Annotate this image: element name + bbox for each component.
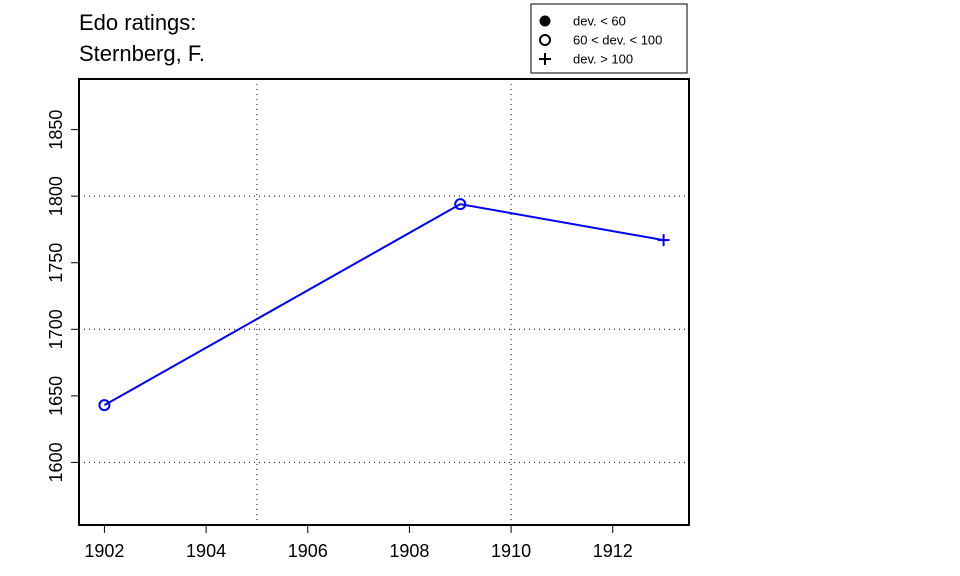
legend-label-0: dev. < 60 [573,14,626,29]
x-tick-label-1902: 1902 [84,541,124,561]
plot-frame [78,78,690,526]
data-point-0-1 [454,198,467,211]
legend-label-2: dev. > 100 [573,52,633,67]
x-axis: 1902 1904 1906 1908 1910 1912 [84,525,633,561]
legend-label-1: 60 < dev. < 100 [573,33,662,48]
series-line-0 [103,203,664,407]
data-point-0-2 [657,234,670,247]
data-point-0-0 [98,399,111,412]
legend-box [530,3,688,74]
title-line-2: Sternberg, F. [79,41,205,66]
x-tick-label-1908: 1908 [389,541,429,561]
y-tick-label-1600: 1600 [46,442,66,482]
x-tick-label-1912: 1912 [593,541,633,561]
legend: dev. < 60 60 < dev. < 100 dev. > 100 [530,3,688,74]
y-axis: 1600 1650 1700 1750 1800 1850 [46,110,79,482]
y-tick-label-1800: 1800 [46,176,66,216]
title-line-1: Edo ratings: [79,10,196,35]
legend-marker-1 [539,34,551,46]
x-tick-label-1906: 1906 [288,541,328,561]
grid [79,79,689,525]
y-tick-label-1850: 1850 [46,110,66,150]
legend-marker-0 [539,15,551,27]
y-tick-label-1700: 1700 [46,309,66,349]
chart-title: Edo ratings: Sternberg, F. [79,10,205,66]
legend-marker-2 [539,53,551,65]
y-tick-label-1650: 1650 [46,376,66,416]
series [98,198,670,412]
x-tick-label-1910: 1910 [491,541,531,561]
x-tick-label-1904: 1904 [186,541,226,561]
y-tick-label-1750: 1750 [46,243,66,283]
